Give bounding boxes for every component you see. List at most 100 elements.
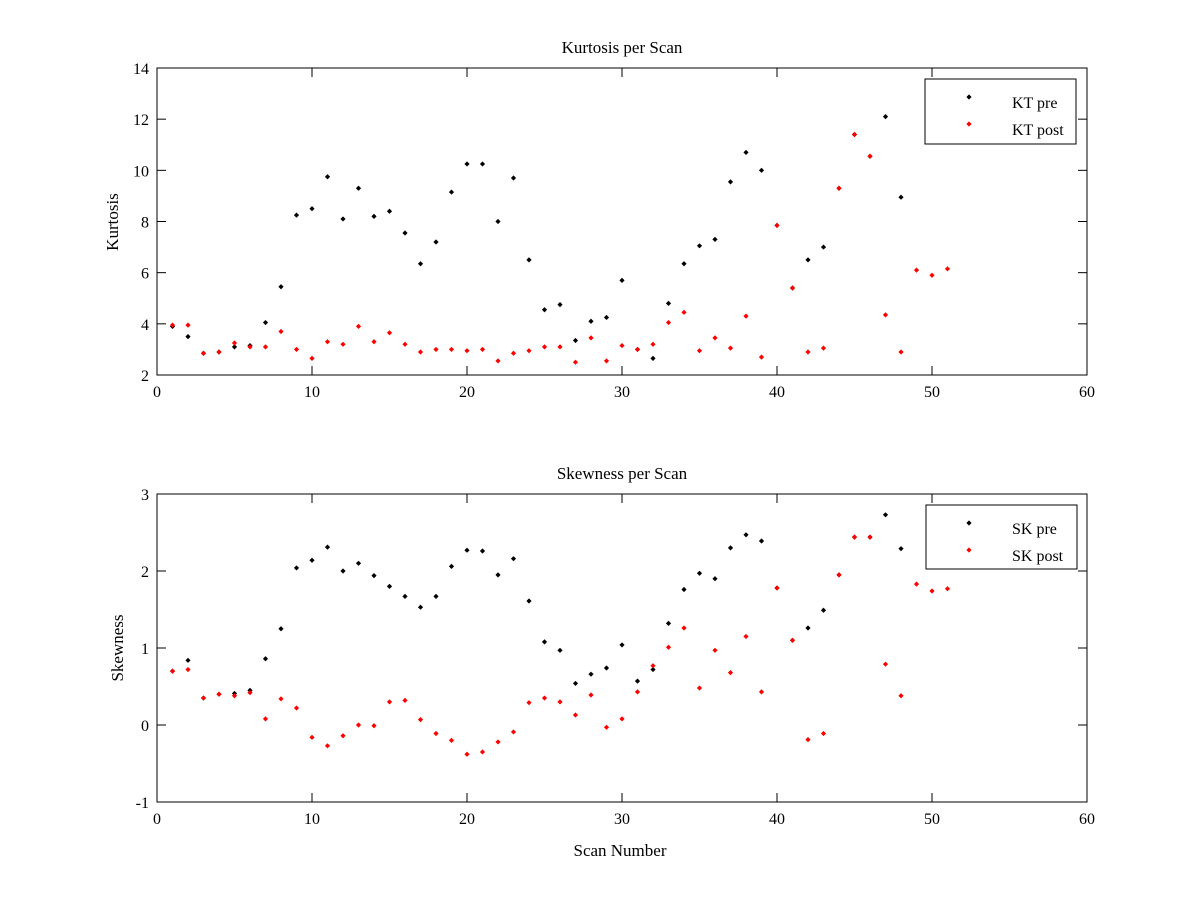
kurtosis-x-tick-label: 20 — [459, 384, 475, 401]
data-point-sk-post — [805, 737, 811, 743]
data-point-kt-post — [479, 346, 486, 353]
skewness-y-tick-label: 3 — [141, 487, 149, 504]
data-point-kt-post — [402, 341, 408, 347]
data-point-kt-post — [820, 345, 827, 351]
kurtosis-legend: KT pre KT post — [924, 78, 1077, 145]
data-point-kt-post — [417, 349, 424, 355]
skewness-x-tick-label: 10 — [304, 811, 320, 828]
data-point-sk-pre — [371, 573, 377, 579]
kurtosis-x-tick-label: 30 — [614, 384, 630, 401]
data-point-sk-post — [758, 689, 765, 695]
data-point-kt-pre — [898, 194, 904, 200]
data-point-kt-pre — [324, 174, 331, 180]
data-point-kt-post — [588, 335, 594, 341]
data-point-sk-post — [743, 633, 749, 640]
data-point-sk-pre — [805, 625, 811, 631]
data-point-kt-pre — [464, 161, 470, 167]
data-point-kt-post — [913, 267, 920, 273]
data-point-kt-pre — [820, 244, 827, 250]
data-point-kt-post — [836, 185, 842, 191]
data-point-kt-pre — [417, 261, 424, 267]
skewness-y-tick-label: 0 — [141, 718, 149, 735]
kurtosis-y-tick-label: 4 — [141, 317, 149, 334]
data-point-kt-pre — [805, 257, 811, 263]
data-point-sk-pre — [758, 538, 765, 544]
data-point-kt-post — [789, 285, 796, 291]
data-point-kt-post — [293, 346, 300, 353]
data-point-sk-post — [913, 581, 920, 587]
kurtosis-chart-title: Kurtosis per Scan — [562, 38, 683, 57]
data-point-sk-post — [944, 586, 951, 592]
legend-marker-sk-pre — [966, 520, 972, 526]
data-point-kt-pre — [402, 230, 408, 236]
data-point-sk-post — [293, 705, 300, 711]
data-point-kt-post — [200, 350, 207, 356]
kurtosis-y-tick-label: 2 — [141, 368, 149, 385]
data-point-kt-post — [216, 349, 222, 355]
data-point-kt-post — [774, 222, 780, 228]
data-point-sk-pre — [650, 666, 656, 673]
data-point-sk-post — [433, 730, 439, 737]
kurtosis-subplot: Kurtosis per Scan Kurtosis 0 10 20 30 40 50 60… — [103, 38, 1095, 401]
data-point-sk-pre — [386, 583, 393, 589]
data-point-kt-pre — [743, 149, 749, 156]
data-point-kt-pre — [727, 179, 734, 185]
data-point-sk-pre — [479, 548, 486, 554]
data-point-kt-post — [386, 330, 393, 336]
data-point-kt-pre — [619, 277, 625, 283]
data-point-sk-post — [200, 695, 207, 701]
data-point-kt-pre — [185, 334, 191, 340]
data-point-kt-post — [758, 354, 765, 360]
data-point-sk-pre — [278, 626, 284, 632]
data-point-sk-post — [929, 588, 935, 594]
data-point-sk-pre — [743, 532, 749, 538]
data-point-sk-pre — [681, 586, 687, 593]
data-point-sk-post — [185, 666, 191, 673]
data-point-sk-pre — [262, 656, 269, 662]
kurtosis-y-tick-label: 6 — [141, 266, 149, 283]
data-point-sk-pre — [882, 512, 889, 518]
skewness-legend: SK pre SK post — [925, 504, 1078, 570]
data-point-sk-pre — [185, 657, 191, 663]
data-point-sk-post — [774, 585, 780, 591]
data-point-kt-post — [727, 345, 734, 351]
data-point-kt-post — [898, 349, 904, 355]
data-point-kt-post — [355, 323, 362, 329]
kurtosis-x-tick-label: 60 — [1079, 384, 1095, 401]
data-point-kt-post — [882, 312, 889, 318]
data-point-sk-pre — [588, 671, 594, 677]
data-point-sk-pre — [495, 572, 501, 578]
data-point-sk-post — [340, 733, 346, 739]
data-point-kt-pre — [309, 206, 315, 212]
data-point-sk-post — [820, 730, 827, 737]
data-point-sk-pre — [634, 678, 641, 684]
data-point-sk-post — [402, 697, 408, 703]
data-point-kt-post — [603, 358, 610, 364]
skewness-x-tick-label: 0 — [153, 811, 161, 828]
data-point-kt-post — [851, 131, 858, 138]
data-point-sk-pre — [526, 598, 532, 604]
data-point-sk-pre — [541, 639, 548, 645]
skewness-x-tick-label: 20 — [459, 811, 475, 828]
data-point-kt-post — [231, 340, 238, 346]
legend-label-sk-post: SK post — [1012, 548, 1064, 565]
data-point-kt-post — [805, 349, 811, 355]
kurtosis-x-tick-label: 40 — [769, 384, 785, 401]
kurtosis-x-tick-label: 0 — [153, 384, 161, 401]
data-point-kt-post — [696, 348, 703, 354]
data-point-kt-pre — [572, 337, 579, 344]
data-point-kt-pre — [371, 213, 377, 219]
data-point-kt-pre — [495, 218, 501, 225]
data-point-kt-post — [634, 346, 641, 353]
data-point-kt-post — [572, 359, 579, 365]
data-point-kt-pre — [696, 243, 703, 249]
data-point-kt-post — [944, 266, 951, 272]
data-point-sk-pre — [619, 642, 625, 648]
skewness-x-tick-label: 30 — [614, 811, 630, 828]
data-point-sk-post — [169, 668, 176, 674]
data-point-sk-post — [665, 644, 672, 650]
data-point-kt-post — [510, 350, 517, 356]
data-point-kt-pre — [433, 239, 439, 245]
